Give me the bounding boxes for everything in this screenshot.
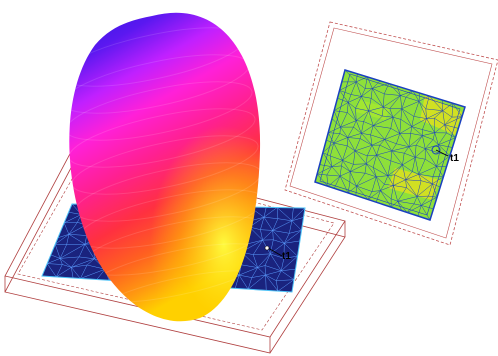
inset-port-label: t1	[450, 153, 459, 164]
contour-band	[69, 81, 253, 141]
current-density-field	[314, 69, 466, 221]
main-port-label: t1	[282, 251, 291, 262]
inset-feed-point-icon	[431, 145, 449, 157]
inset-top-view-panel[interactable]	[284, 21, 498, 246]
contour-band	[69, 108, 256, 168]
main-feed-point-icon	[264, 245, 283, 257]
